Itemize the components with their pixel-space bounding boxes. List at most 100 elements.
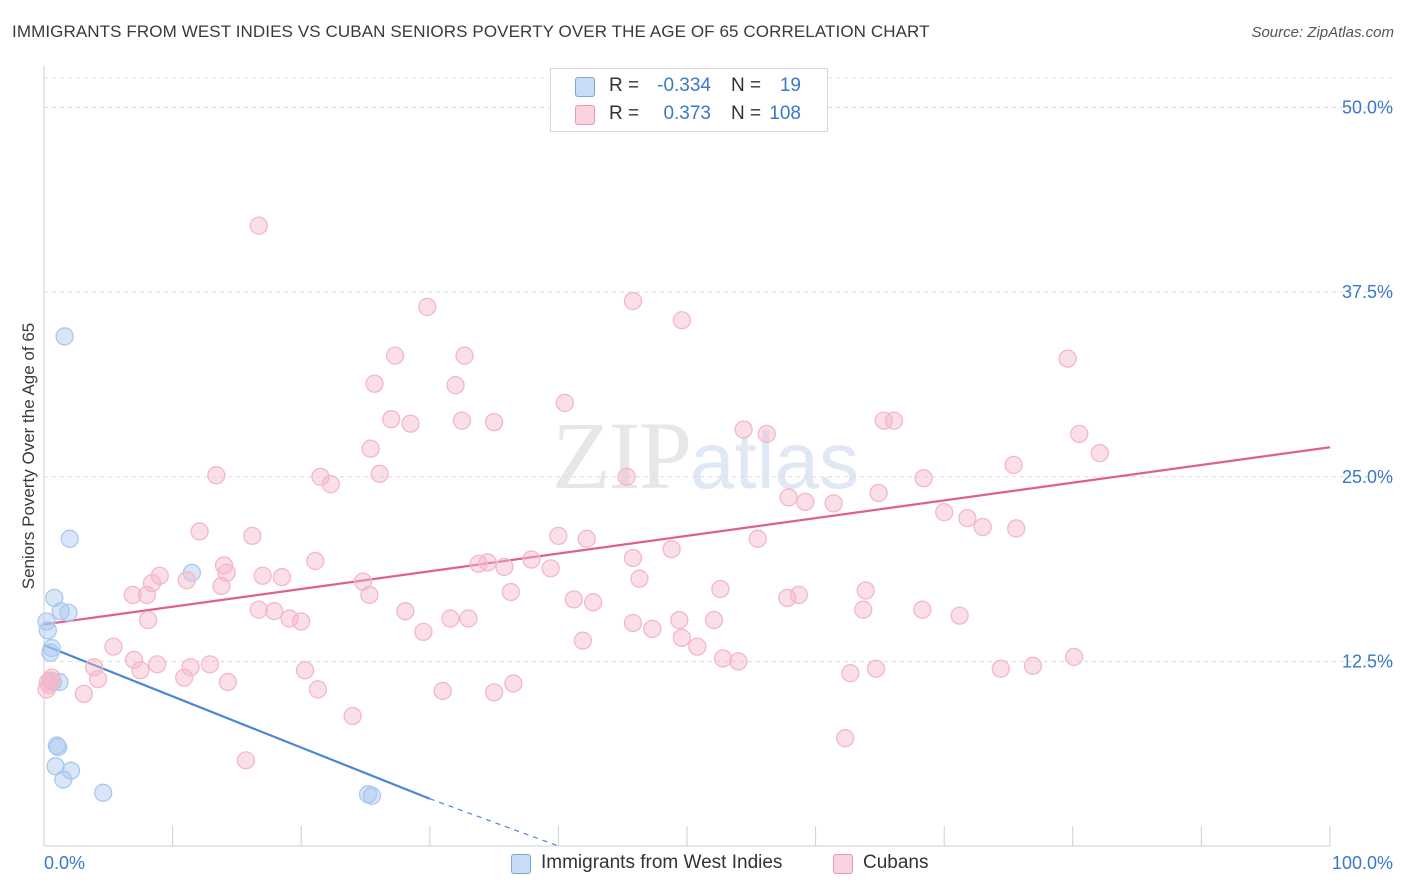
trend-line-cubans bbox=[43, 446, 1331, 626]
point-cubans bbox=[630, 569, 649, 588]
point-west-indies bbox=[94, 783, 113, 802]
chart-title: IMMIGRANTS FROM WEST INDIES VS CUBAN SEN… bbox=[12, 22, 930, 41]
point-cubans bbox=[501, 582, 520, 602]
point-cubans bbox=[214, 556, 234, 575]
trend-lines bbox=[43, 446, 1331, 847]
point-cubans bbox=[617, 467, 636, 486]
point-cubans bbox=[446, 376, 465, 395]
point-cubans bbox=[414, 622, 433, 641]
bottom-legend-swatch-west-indies bbox=[511, 854, 531, 874]
point-cubans bbox=[504, 674, 523, 693]
point-cubans bbox=[573, 631, 592, 650]
data-points bbox=[37, 216, 1109, 805]
point-cubans bbox=[459, 609, 478, 628]
point-cubans bbox=[796, 492, 815, 512]
point-cubans bbox=[729, 652, 748, 671]
legend-r-value: -0.334 bbox=[657, 75, 711, 96]
point-cubans bbox=[672, 628, 692, 647]
point-cubans bbox=[991, 659, 1010, 678]
point-cubans bbox=[734, 420, 753, 439]
point-cubans bbox=[757, 424, 776, 444]
point-cubans bbox=[455, 346, 474, 365]
legend-row-cubans: R = 0.373 N = 108 bbox=[551, 101, 827, 127]
point-cubans bbox=[74, 684, 94, 704]
x-tick-label: 100.0% bbox=[1332, 853, 1393, 873]
point-cubans bbox=[308, 680, 328, 699]
point-cubans bbox=[541, 559, 560, 578]
point-west-indies bbox=[60, 529, 79, 548]
point-cubans bbox=[856, 581, 875, 600]
point-cubans bbox=[958, 508, 977, 528]
correlation-legend: R = -0.334 N = 19 R = 0.373 N = 108 bbox=[550, 68, 828, 132]
point-cubans bbox=[779, 488, 798, 507]
point-cubans bbox=[1058, 349, 1077, 368]
y-axis-label: Seniors Poverty Over the Age of 65 bbox=[19, 323, 38, 589]
watermark-zip: ZIP bbox=[552, 402, 692, 509]
legend-n-label: N = bbox=[731, 103, 762, 124]
point-cubans bbox=[841, 664, 860, 683]
tick-labels: 12.5% 25.0% 37.5% 50.0% 0.0% 100.0% Seniors Po… bbox=[19, 98, 1393, 873]
point-cubans bbox=[836, 729, 855, 748]
point-cubans bbox=[452, 411, 472, 430]
point-cubans bbox=[914, 469, 933, 488]
point-cubans bbox=[935, 503, 954, 522]
point-cubans bbox=[433, 681, 452, 701]
point-cubans bbox=[973, 517, 992, 537]
point-cubans bbox=[370, 464, 389, 483]
point-cubans bbox=[1070, 424, 1089, 444]
point-cubans bbox=[495, 557, 514, 577]
point-cubans bbox=[583, 593, 603, 612]
legend-swatch-west-indies bbox=[575, 77, 595, 97]
grid bbox=[44, 77, 1394, 662]
point-cubans bbox=[321, 475, 340, 494]
point-cubans bbox=[150, 566, 169, 585]
point-cubans bbox=[401, 414, 420, 433]
point-cubans bbox=[253, 566, 272, 585]
point-cubans bbox=[207, 466, 226, 485]
point-cubans bbox=[137, 585, 157, 605]
watermark: ZIPatlas bbox=[552, 400, 859, 511]
point-cubans bbox=[564, 590, 583, 609]
point-cubans bbox=[200, 655, 220, 674]
point-cubans bbox=[670, 610, 689, 630]
x-tick-label: 0.0% bbox=[44, 853, 85, 873]
y-tick-label: 50.0% bbox=[1342, 98, 1393, 118]
point-cubans bbox=[874, 411, 893, 430]
point-cubans bbox=[365, 374, 384, 393]
legend-swatch-cubans bbox=[575, 105, 595, 125]
point-cubans bbox=[265, 602, 284, 621]
point-cubans bbox=[249, 216, 268, 235]
point-cubans bbox=[824, 494, 843, 513]
y-tick-label: 25.0% bbox=[1342, 467, 1393, 487]
legend-n-value: 108 bbox=[769, 103, 801, 124]
point-cubans bbox=[218, 672, 238, 692]
y-tick-label: 37.5% bbox=[1342, 282, 1393, 302]
point-cubans bbox=[249, 600, 268, 619]
point-cubans bbox=[243, 526, 262, 545]
y-tick-label: 12.5% bbox=[1342, 651, 1393, 671]
point-cubans bbox=[41, 671, 60, 690]
source-label: Source: ZipAtlas.com bbox=[1251, 24, 1394, 41]
legend-r-label: R = bbox=[609, 75, 640, 96]
point-cubans bbox=[360, 585, 379, 605]
trend-line-west-indies-extension bbox=[429, 798, 559, 847]
point-cubans bbox=[396, 602, 415, 621]
point-cubans bbox=[1023, 656, 1043, 675]
point-cubans bbox=[37, 680, 56, 699]
point-cubans bbox=[85, 658, 104, 677]
point-cubans bbox=[382, 410, 401, 429]
point-cubans bbox=[88, 669, 108, 689]
point-cubans bbox=[311, 467, 330, 486]
point-cubans bbox=[142, 573, 162, 593]
point-cubans bbox=[549, 526, 568, 545]
point-cubans bbox=[418, 297, 437, 317]
point-west-indies bbox=[38, 621, 58, 640]
bottom-legend-label-west-indies: Immigrants from West Indies bbox=[541, 852, 783, 873]
point-cubans bbox=[854, 600, 873, 619]
point-cubans bbox=[950, 606, 969, 625]
point-cubans bbox=[643, 619, 662, 639]
point-cubans bbox=[484, 683, 504, 702]
point-cubans bbox=[123, 585, 142, 605]
point-cubans bbox=[175, 668, 194, 687]
